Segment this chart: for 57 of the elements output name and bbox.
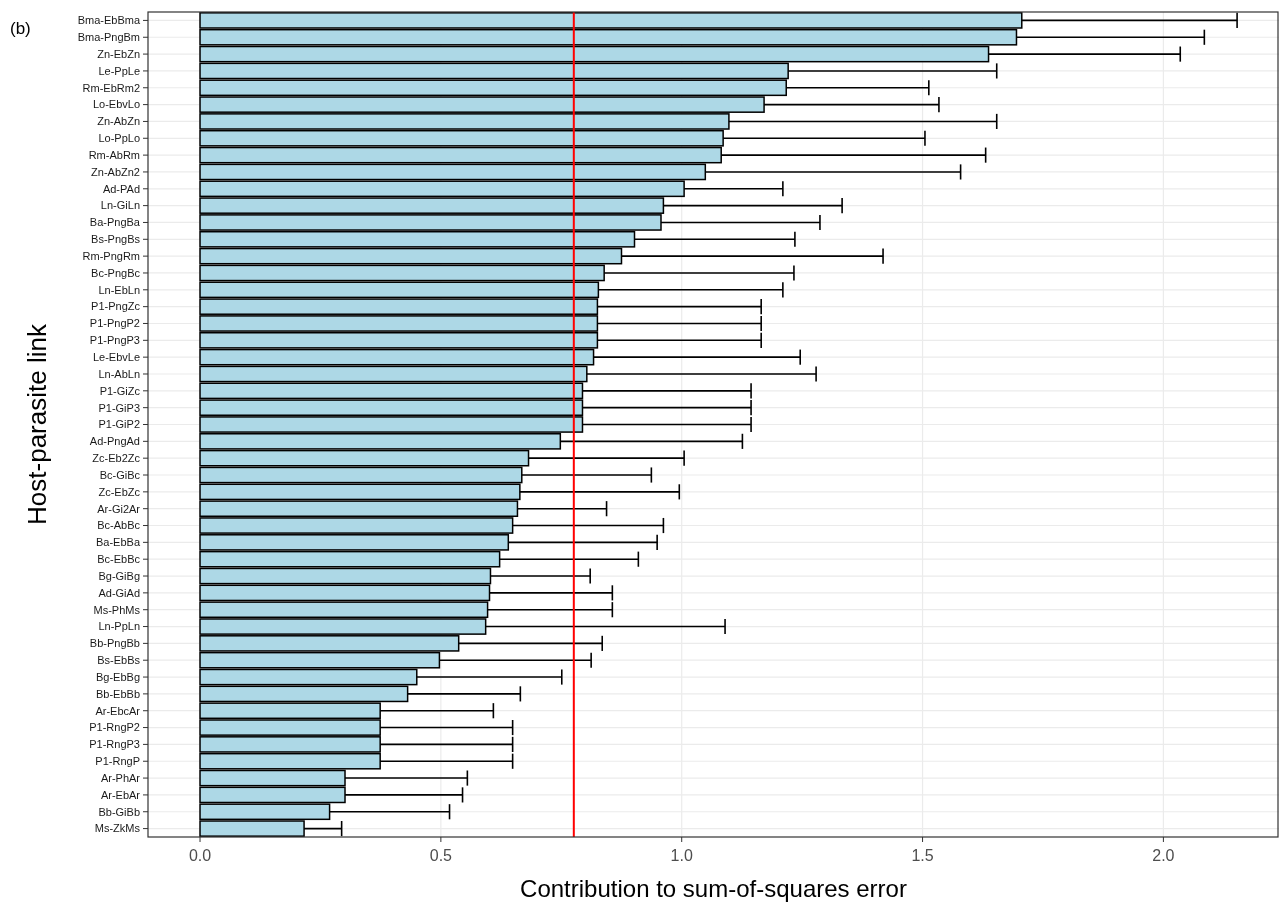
y-tick-label: Bb-PngBb	[89, 637, 140, 650]
x-tick-label: 1.0	[670, 847, 693, 864]
y-tick-label: Ms-ZkMs	[94, 822, 141, 835]
y-tick-label: Bb-EbBb	[95, 687, 140, 700]
x-tick-label: 2.0	[1152, 847, 1175, 864]
y-axis-title: Host-parasite link	[22, 323, 52, 525]
y-tick-label: Ar-EbcAr	[95, 704, 141, 717]
y-tick-label: Bs-EbBs	[97, 654, 141, 667]
y-tick-label: Bb-GiBb	[98, 805, 140, 818]
y-tick-label: Ad-PngAd	[89, 435, 140, 448]
y-tick-label: Le-PpLe	[98, 64, 140, 77]
y-tick-label: Ba-PngBa	[89, 216, 141, 229]
y-tick-label: Zn-EbZn	[97, 47, 140, 60]
y-tick-label: Zc-EbZc	[98, 485, 141, 498]
y-tick-label: Ms-PhMs	[93, 603, 141, 616]
y-tick-label: Bc-GiBc	[99, 468, 141, 481]
y-tick-label: P1-RngP	[95, 755, 140, 768]
y-tick-label: Ln-PpLn	[98, 620, 140, 633]
y-tick-label: Ba-EbBa	[95, 536, 141, 549]
y-tick-label: Bc-PngBc	[91, 266, 141, 279]
y-tick-label: P1-PngZc	[91, 300, 141, 313]
y-tick-label: Bs-PngBs	[91, 233, 141, 246]
y-tick-label: Zc-Eb2Zc	[92, 452, 141, 465]
y-tick-label: Ad-PAd	[102, 182, 140, 195]
y-tick-label: P1-GiP3	[98, 401, 140, 414]
y-tick-label: Ln-GiLn	[100, 199, 140, 212]
y-tick-label: Rm-AbRm	[88, 148, 140, 161]
y-tick-label: P1-GiZc	[99, 384, 141, 397]
y-tick-label: P1-PngP3	[89, 334, 140, 347]
x-tick-label: 1.5	[911, 847, 934, 864]
y-tick-label: P1-GiP2	[98, 418, 140, 431]
y-tick-label: Ad-GiAd	[98, 586, 140, 599]
y-tick-label: Zn-AbZn	[97, 115, 140, 128]
y-tick-label: Bg-GiBg	[98, 569, 140, 582]
y-tick-label: Le-EbvLe	[92, 351, 140, 363]
x-tick-label: 0.0	[188, 847, 212, 864]
y-tick-label: P1-PngP2	[89, 317, 140, 330]
y-tick-label: P1-RngP3	[89, 738, 140, 751]
y-tick-label: Ar-PhAr	[100, 771, 141, 784]
y-tick-label: Lo-PpLo	[98, 132, 140, 145]
x-tick-label: 0.5	[429, 847, 453, 864]
y-tick-label: Lo-EbvLo	[92, 98, 140, 111]
y-tick-label: Ln-EbLn	[98, 283, 140, 296]
y-tick-label: Bc-EbBc	[97, 553, 141, 566]
y-tick-label: Ar-EbAr	[100, 788, 141, 801]
y-tick-label: Bc-AbBc	[97, 519, 141, 532]
y-tick-label: Ar-Gi2Ar	[97, 502, 141, 515]
y-tick-label: Bg-EbBg	[95, 670, 140, 683]
y-tick-label: Rm-EbRm2	[82, 81, 140, 94]
text: (b)	[10, 19, 31, 38]
y-tick-label: Ln-AbLn	[98, 367, 140, 380]
y-tick-label: P1-RngP2	[89, 721, 140, 734]
y-tick-label: Bma-PngBm	[77, 31, 140, 44]
y-tick-label: Rm-PngRm	[82, 249, 140, 262]
x-axis-title: Contribution to sum-of-squares error	[520, 875, 907, 902]
y-tick-label: Bma-EbBma	[77, 14, 141, 27]
y-tick-label: Zn-AbZn2	[91, 165, 140, 178]
